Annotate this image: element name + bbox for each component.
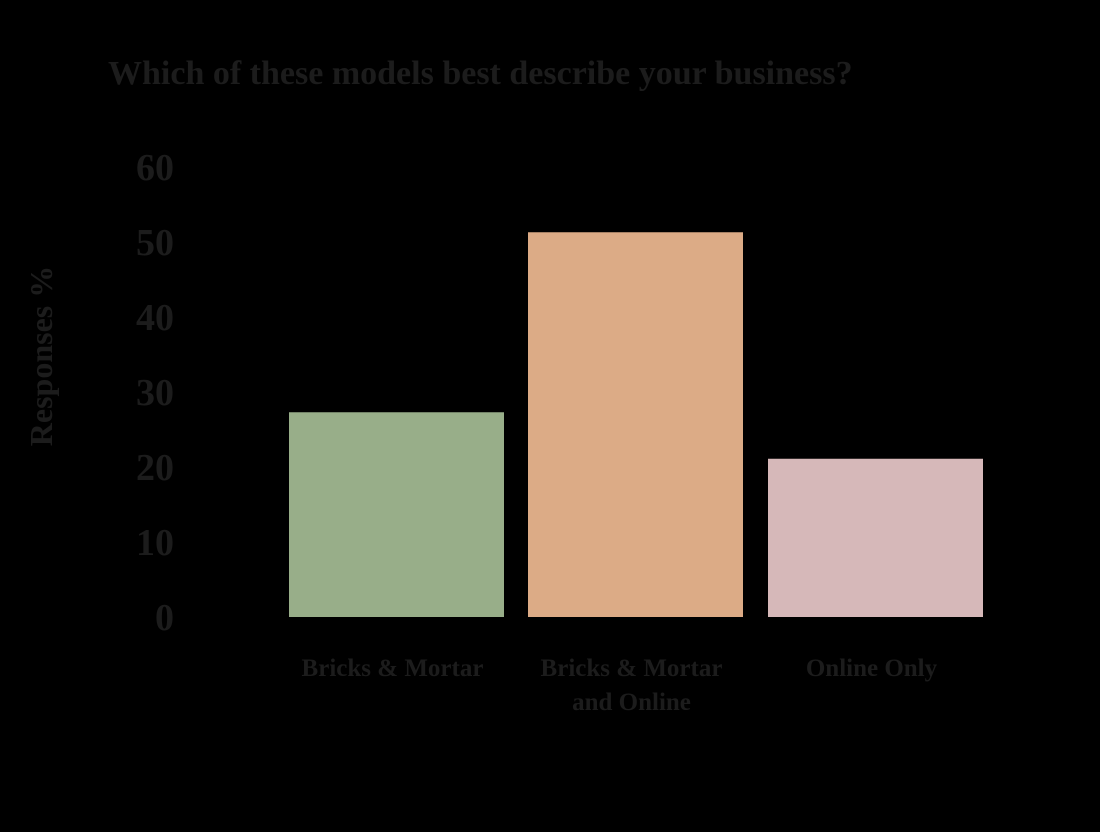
y-tick-label: 10 — [136, 522, 174, 564]
y-tick-label: 30 — [136, 372, 174, 414]
y-tick-label: 60 — [136, 147, 174, 189]
x-axis-ticks: Bricks & Mortar Bricks & Mortar and Online… — [302, 655, 938, 716]
x-tick-label: Bricks & Mortar and Online — [541, 655, 723, 716]
y-axis-ticks: 0 10 20 30 40 50 60 — [136, 147, 174, 639]
x-tick-label: Bricks & Mortar — [302, 655, 484, 682]
bars — [289, 232, 983, 617]
bar — [289, 412, 504, 617]
bar — [768, 458, 983, 617]
chart-title: Which of these models best describe your… — [108, 55, 853, 92]
y-tick-label: 40 — [136, 297, 174, 339]
y-axis-label: Responses % — [23, 266, 59, 446]
y-tick-label: 20 — [136, 447, 174, 489]
x-tick-label: Online Only — [806, 655, 938, 682]
y-tick-label: 0 — [155, 597, 174, 639]
bar — [528, 232, 743, 617]
y-tick-label: 50 — [136, 222, 174, 264]
